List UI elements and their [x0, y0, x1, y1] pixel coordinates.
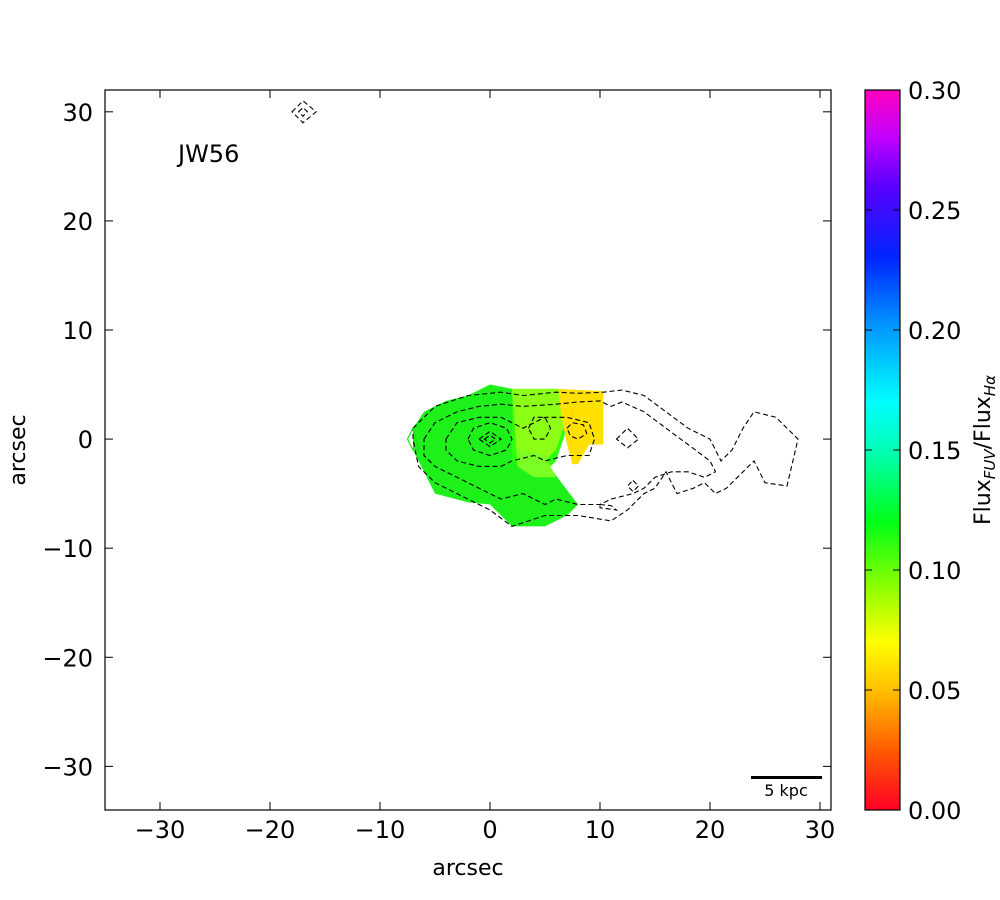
colorbar-tick-label: 0.20: [908, 317, 961, 345]
dashed-contour-11: [297, 106, 309, 117]
dashed-contour-5: [483, 434, 497, 444]
y-tick-label: 10: [62, 317, 93, 345]
y-tick-label: 0: [78, 426, 93, 454]
dashed-contour-8: [615, 427, 640, 449]
dashed-contour-4: [478, 430, 502, 448]
colorbar-label-slash: /Flux: [971, 396, 996, 449]
x-tick-label: −20: [245, 816, 296, 844]
colorbar-label-sub-num: FUV: [981, 448, 999, 480]
colorbar-tick-label: 0.15: [908, 437, 961, 465]
ratio-map-data-layer: [413, 384, 604, 527]
dashed-contour-10: [291, 100, 318, 124]
dashed-contour-1: [423, 400, 717, 506]
x-tick-label: −10: [355, 816, 406, 844]
dashed-contour-2: [445, 416, 596, 467]
galaxy-name-label: JW56: [176, 140, 239, 168]
x-tick-label: −30: [135, 816, 186, 844]
dashed-contour-3: [467, 422, 513, 457]
ratio-region-4: [558, 388, 604, 465]
colorbar-label: FluxFUV/FluxHα: [971, 375, 999, 525]
colorbar-axis: 0.00 0.05 0.10 0.15 0.20 0.25 0.30: [865, 77, 961, 825]
y-axis-label: arcsec: [6, 414, 31, 485]
y-tick-label: 20: [62, 208, 93, 236]
colorbar-tick-label: 0.05: [908, 677, 961, 705]
dashed-contour-6: [527, 416, 552, 440]
dashed-contour-9: [626, 479, 640, 493]
colorbar-tick-label: 0.00: [908, 797, 961, 825]
y-tick-label: −10: [42, 535, 93, 563]
x-tick-label: 20: [695, 816, 726, 844]
x-tick-label: 30: [805, 816, 836, 844]
y-tick-label: −20: [42, 644, 93, 672]
y-tick-label: 30: [62, 99, 93, 127]
colorbar-tick-label: 0.30: [908, 77, 961, 105]
y-tick-label: −30: [42, 753, 93, 781]
ratio-region-0: [413, 384, 578, 527]
dashed-contour-12: [599, 503, 619, 511]
colorbar-label-main: Flux: [971, 479, 996, 525]
plot-frame: [104, 89, 832, 811]
dashed-contour-7: [566, 422, 588, 440]
solid-contour-13: [406, 426, 420, 451]
x-tick-label: 10: [585, 816, 616, 844]
x-axis: −30 −20 −10 0 10 20 30: [135, 90, 836, 844]
contour-layer: [291, 100, 799, 528]
scale-bar-label: 5 kpc: [764, 781, 807, 800]
x-axis-label: arcsec: [432, 856, 503, 881]
x-tick-label: 0: [482, 816, 497, 844]
ratio-region-2: [512, 388, 567, 472]
dashed-contour-0: [412, 389, 799, 528]
y-axis: −30 −20 −10 0 10 20 30: [42, 99, 831, 781]
colorbar-label-sub-den: Hα: [981, 375, 999, 396]
colorbar-tick-label: 0.25: [908, 197, 961, 225]
colorbar-tick-label: 0.10: [908, 557, 961, 585]
